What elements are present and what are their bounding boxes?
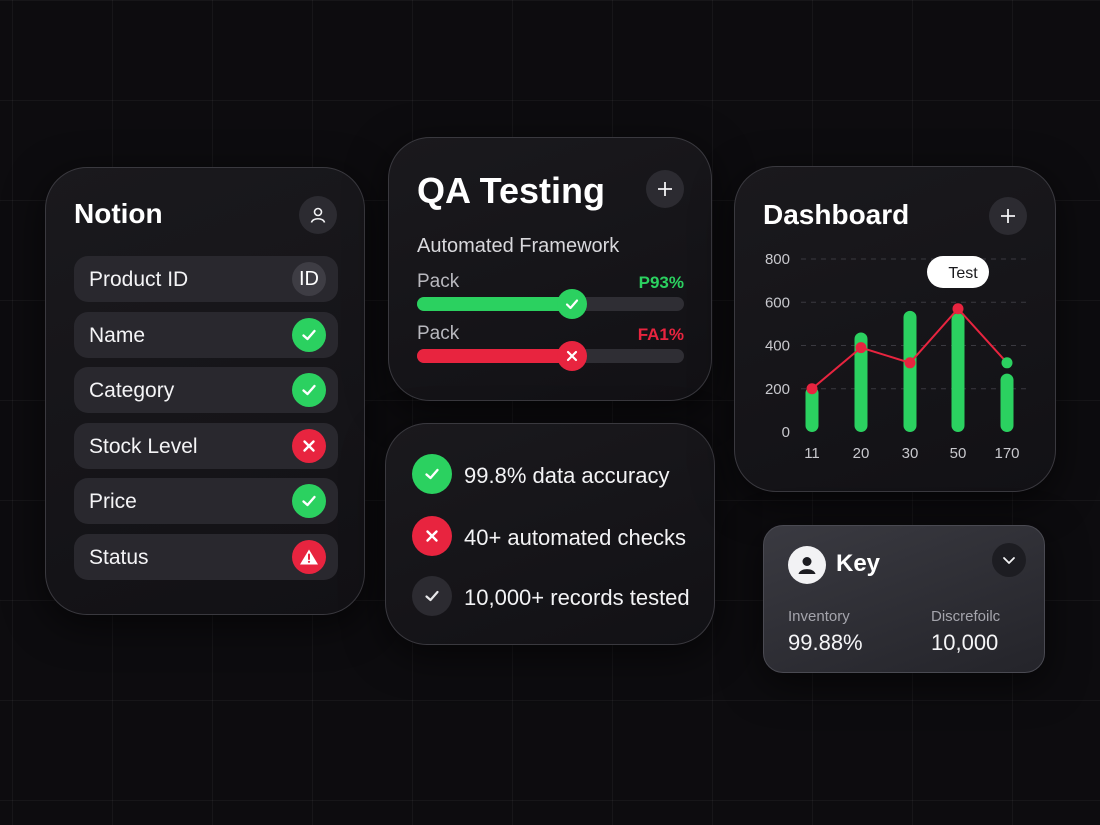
x-icon <box>292 428 326 463</box>
warning-icon <box>292 539 326 574</box>
chart-bar <box>854 332 868 432</box>
field-row-stock-level[interactable]: Stock Level <box>74 422 338 469</box>
check-icon <box>292 317 326 352</box>
qa-subtitle: Automated Framework <box>417 235 620 257</box>
field-row-product-id[interactable]: Product ID ID <box>74 256 338 302</box>
chart-bar <box>951 313 965 432</box>
field-label: Price <box>89 490 137 513</box>
user-icon <box>310 207 326 223</box>
x-icon <box>412 516 452 556</box>
check-icon <box>412 576 452 616</box>
chevron-down-icon <box>1003 557 1015 564</box>
dashboard-chart: 0 200 400 600 800 11 20 30 50 170 Test <box>765 251 1027 462</box>
add-widget-button[interactable] <box>989 197 1027 235</box>
chart-point <box>952 303 964 315</box>
x-tick-label: 20 <box>853 445 870 462</box>
stat-label-discrefoilc: Discrefoilc <box>931 608 1001 625</box>
chart-tooltip-text: Test <box>948 265 978 282</box>
summary-text: 99.8% data accuracy <box>464 463 670 488</box>
avatar <box>788 546 826 584</box>
chart-tooltip <box>927 256 989 288</box>
stat-value-inventory: 99.88% <box>788 630 863 655</box>
fail-x-icon[interactable] <box>556 341 587 371</box>
dashboard-title: Dashboard <box>763 199 910 230</box>
check-icon <box>292 484 326 518</box>
x-tick-label: 11 <box>804 445 820 462</box>
pass-bar-label: Pack <box>417 271 460 292</box>
qa-title: QA Testing <box>417 170 605 211</box>
stat-label-inventory: Inventory <box>788 608 850 625</box>
stat-value-discrefoilc: 10,000 <box>931 630 999 655</box>
field-row-price[interactable]: Price <box>74 478 338 524</box>
chart-bar <box>1000 373 1014 432</box>
id-badge: ID <box>292 262 326 296</box>
field-row-status[interactable]: Status <box>74 533 338 580</box>
dashboard-card: Dashboard 0 200 400 600 800 11 20 30 50 170 Test <box>734 166 1056 492</box>
field-label: Stock Level <box>89 434 198 458</box>
pass-progress-fill <box>417 297 572 311</box>
check-icon <box>412 454 452 494</box>
key-title: Key <box>836 550 881 577</box>
y-tick-label: 800 <box>765 251 790 268</box>
key-card: Key Inventory 99.88% Discrefoilc 10,000 <box>763 525 1045 673</box>
y-tick-label: 200 <box>765 381 790 398</box>
fail-progress-fill <box>417 349 572 363</box>
fail-bar-percent: FA1% <box>637 325 684 344</box>
fail-bar-label: Pack <box>417 323 460 344</box>
plus-icon <box>658 182 672 196</box>
field-label: Status <box>89 545 149 569</box>
pass-bar-percent: P93% <box>638 273 684 292</box>
summary-text: 10,000+ records tested <box>464 585 690 610</box>
chart-point <box>855 342 867 354</box>
fail-progress-bar <box>417 341 684 371</box>
field-label: Category <box>89 379 175 402</box>
check-icon <box>292 373 326 407</box>
plus-icon <box>1001 209 1015 223</box>
summary-text: 40+ automated checks <box>464 525 686 550</box>
add-test-button[interactable] <box>646 170 684 208</box>
user-button[interactable] <box>299 196 337 234</box>
chart-bar <box>805 386 819 432</box>
summary-card: 99.8% data accuracy 40+ automated checks… <box>385 423 715 645</box>
pass-check-icon[interactable] <box>556 289 587 319</box>
notion-title: Notion <box>74 198 163 229</box>
field-label: Name <box>89 323 146 347</box>
y-tick-label: 0 <box>782 424 790 441</box>
x-tick-label: 50 <box>950 445 967 462</box>
field-row-category[interactable]: Category <box>74 367 338 413</box>
y-tick-label: 400 <box>765 338 790 355</box>
y-tick-label: 600 <box>765 294 790 311</box>
expand-button[interactable] <box>992 543 1026 577</box>
user-icon <box>798 557 816 574</box>
pass-progress-bar <box>417 289 684 319</box>
field-label: Product ID <box>89 268 189 291</box>
qa-testing-card: QA Testing Automated Framework Pack P93%… <box>388 137 712 401</box>
chart-bar <box>903 310 917 432</box>
field-row-name[interactable]: Name <box>74 311 338 358</box>
chart-point <box>806 383 818 395</box>
notion-card: Notion Product ID ID Name Category Stock Lev… <box>45 167 365 615</box>
x-tick-label: 170 <box>994 445 1019 462</box>
x-tick-label: 30 <box>902 445 919 462</box>
chart-point <box>904 357 916 369</box>
chart-point <box>1001 357 1013 369</box>
